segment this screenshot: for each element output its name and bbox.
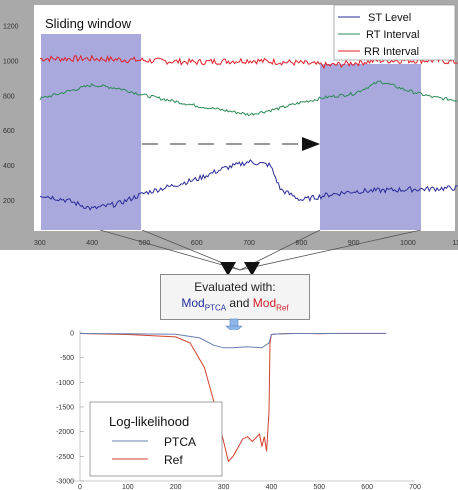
and-word: and (229, 296, 250, 310)
evaluation-models: ModPTCA and ModRef (161, 295, 309, 316)
merge-arrow-right (244, 262, 260, 276)
bottom-x-tick: 600 (361, 484, 373, 490)
top-y-tick: 1200 (3, 23, 19, 30)
top-y-tick: 400 (3, 163, 15, 170)
bottom-y-tick: 0 (70, 331, 74, 338)
bottom-x-ticks: 0 100 200 300 400 500 600 700 (78, 484, 421, 490)
evaluation-connector (99, 230, 422, 276)
bottom-y-tick: -1500 (56, 405, 74, 412)
model-ptca: ModPTCA (181, 296, 227, 313)
connector-line-right-b (239, 230, 422, 271)
merge-arrow-left (220, 262, 236, 276)
bottom-y-tick: -2500 (56, 454, 74, 461)
bottom-x-tick: 100 (122, 484, 134, 490)
legend-title: Log-likelihood (109, 414, 189, 429)
bottom-x-tick: 500 (313, 484, 325, 490)
top-x-tick: 600 (191, 240, 203, 247)
sliding-window-right[interactable] (320, 64, 421, 230)
legend-rt-label: RT Interval (366, 29, 419, 41)
top-x-tick: 400 (86, 240, 98, 247)
sliding-window-label: Sliding window (45, 16, 132, 31)
top-x-tick: 700 (243, 240, 255, 247)
legend-st-label: ST Level (368, 12, 411, 24)
bottom-x-tick: 200 (170, 484, 182, 490)
top-signal-chart: 1200 1000 800 600 400 200 300 400 500 600 700 800 9… (0, 0, 458, 250)
top-y-tick: 600 (3, 128, 15, 135)
bottom-y-tick: -2000 (56, 429, 74, 436)
top-x-tick: 900 (348, 240, 360, 247)
sliding-window-left[interactable] (41, 34, 141, 230)
top-y-tick: 200 (3, 198, 15, 205)
bottom-legend: Log-likelihood PTCA Ref (89, 401, 223, 477)
evaluation-heading: Evaluated with: (194, 280, 276, 294)
bottom-x-tick: 400 (266, 484, 278, 490)
bottom-y-ticks: 0 -500 -1000 -1500 -2000 -2500 -3000 (56, 331, 84, 486)
legend-ref-label: Ref (164, 453, 183, 467)
series-ptca-line (79, 332, 387, 349)
connector-line-left-a (99, 230, 241, 271)
bottom-y-tick: -1000 (56, 380, 74, 387)
rr-interval-line (39, 54, 458, 70)
top-x-ticks: 300 400 500 600 700 800 900 1000 1100 (34, 240, 458, 247)
top-x-tick: 500 (139, 240, 151, 247)
down-arrow (225, 318, 243, 334)
legend-ptca-label: PTCA (164, 435, 196, 449)
bottom-y-tick: -500 (60, 355, 74, 362)
st-level-line (39, 159, 458, 211)
top-y-ticks: 1200 1000 800 600 400 200 (3, 23, 19, 205)
top-y-tick: 800 (3, 93, 15, 100)
top-legend: ST Level RT Interval RR Interval (333, 4, 456, 61)
top-x-tick: 1100 (452, 240, 458, 247)
top-x-tick: 1000 (400, 240, 416, 247)
top-y-tick: 1000 (3, 58, 19, 65)
log-likelihood-chart: 0 -500 -1000 -1500 -2000 -2500 -3000 0 100 200 30… (56, 330, 458, 490)
bottom-x-tick: 700 (409, 484, 421, 490)
window-move-arrow-head (302, 137, 320, 151)
model-ref: ModRef (252, 296, 289, 313)
bottom-y-tick: -3000 (56, 479, 74, 486)
top-x-tick: 800 (296, 240, 308, 247)
top-x-tick: 300 (34, 240, 46, 247)
rt-interval-line (39, 80, 458, 117)
evaluation-box: Evaluated with: ModPTCA and ModRef (160, 274, 310, 320)
bottom-x-tick: 300 (218, 484, 230, 490)
legend-rr-label: RR Interval (364, 46, 419, 58)
bottom-x-tick: 0 (78, 484, 82, 490)
bottom-series (79, 332, 387, 463)
